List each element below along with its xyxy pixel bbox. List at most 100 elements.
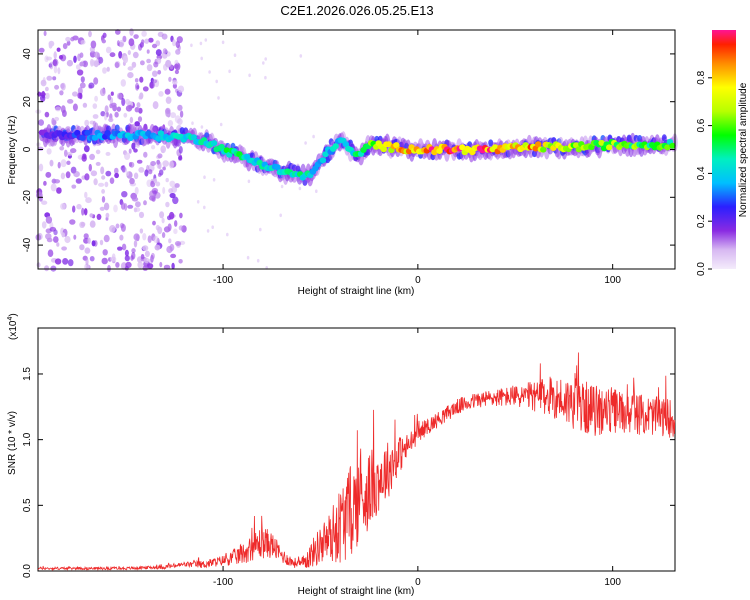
spectrogram-noise-blob: [157, 226, 163, 235]
spectrogram-noise-blob: [127, 72, 134, 79]
snr-multiplier-close: ): [8, 313, 19, 316]
spectrogram-noise-blob: [128, 38, 135, 47]
colorbar-tick-label: 0.8: [696, 70, 707, 84]
spectrogram-noise-blob: [53, 51, 57, 60]
spectrogram-noise-blob: [117, 246, 123, 251]
spectrogram-noise-blob: [105, 170, 112, 177]
spectrogram-noise-blob: [150, 254, 154, 263]
spectrogram-ridge-blob: [436, 148, 443, 154]
spectrogram-noise-blob: [75, 178, 82, 184]
spectrogram-noise-blob: [59, 146, 65, 151]
spectrogram-noise-blob: [54, 84, 60, 90]
spectrogram-noise-blob: [169, 243, 175, 252]
spectrogram-noise-blob: [139, 92, 144, 100]
spectrogram-noise-blob: [177, 104, 183, 111]
spectrogram-noise-blob: [128, 148, 132, 154]
spectrogram-noise-blob: [165, 96, 172, 104]
spectrogram-noise-blob: [36, 262, 41, 268]
spectrogram-ridge-blob: [223, 147, 230, 154]
spectrogram-noise-blob: [82, 102, 88, 108]
spectrogram-noise-blob: [142, 86, 149, 92]
spectrogram-noise-blob: [175, 49, 181, 55]
spectrogram-noise-blob: [93, 77, 99, 85]
spectrogram-noise-blob: [62, 109, 67, 117]
spectrogram-speckle: [203, 175, 206, 179]
spectrogram-noise-blob: [169, 160, 174, 169]
spectrogram-speckle: [280, 184, 284, 189]
spectrogram-noise-blob: [131, 61, 137, 68]
spectrogram-noise-blob: [116, 92, 123, 100]
snr-multiplier-exp: 4: [7, 317, 14, 321]
spectrogram-noise-blob: [124, 265, 129, 271]
spectrogram-noise-blob: [179, 212, 183, 219]
spectrogram-noise-blob: [101, 175, 106, 180]
spectrogram-noise-blob: [54, 258, 62, 265]
spectrogram-noise-blob: [99, 88, 106, 97]
spectrogram-noise-blob: [95, 161, 101, 166]
spectrogram-noise-blob: [171, 262, 175, 270]
colorbar-label: Normalized spectral amplitude: [738, 82, 749, 217]
spectrogram-noise-blob: [133, 207, 138, 213]
spectrogram-noise-blob: [109, 52, 116, 58]
spectrogram-noise-blob: [157, 153, 163, 159]
spectrogram-noise-blob: [120, 79, 127, 87]
spectrogram-noise-blob: [41, 221, 47, 229]
spectrogram-noise-blob: [73, 234, 77, 240]
spectrogram-noise-blob: [60, 203, 66, 210]
spectrogram-noise-blob: [107, 94, 112, 101]
colorbar-tick-label: 0.2: [696, 214, 707, 228]
spectrogram-y-tick-label: -20: [22, 190, 33, 205]
spectrogram-noise-blob: [62, 258, 69, 265]
spectrogram-speckle: [264, 75, 267, 80]
spectrogram-noise-blob: [144, 257, 150, 264]
spectrogram-noise-blob: [76, 203, 82, 210]
spectrogram-noise-blob: [89, 50, 96, 58]
spectrogram-noise-blob: [174, 183, 180, 188]
spectrogram-noise-blob: [100, 166, 105, 175]
spectrogram-noise-blob: [127, 204, 134, 209]
figure-title: C2E1.2026.026.05.25.E13: [280, 3, 433, 18]
spectrogram-noise-blob: [105, 46, 112, 54]
spectrogram-noise-blob: [84, 173, 90, 181]
spectrogram-x-ticks: -100 0 100: [213, 30, 621, 286]
spectrogram-ridge-blob: [535, 141, 542, 148]
spectrogram-noise-blob: [45, 86, 49, 92]
spectrogram-noise-blob: [162, 48, 168, 55]
spectrogram-ridge-blob: [210, 140, 218, 147]
spectrogram-noise-blob: [89, 220, 96, 228]
spectrogram-noise-blob: [38, 119, 44, 126]
spectrogram-noise-blob: [147, 235, 152, 243]
spectrogram-noise-blob: [129, 177, 135, 185]
spectrogram-noise-blob: [172, 39, 176, 47]
spectrogram-noise-blob: [76, 69, 84, 76]
spectrogram-noise-blob: [163, 264, 171, 270]
spectrogram-ridge-blob: [319, 157, 327, 164]
spectrogram-noise-blob: [138, 211, 145, 219]
spectrogram-speckle: [299, 54, 303, 58]
spectrogram-noise-blob: [131, 142, 136, 150]
spectrogram-noise-blob: [62, 43, 68, 50]
spectrogram-noise-blob: [102, 32, 107, 38]
spectrogram-noise-blob: [119, 234, 124, 241]
spectrogram-noise-blob: [49, 226, 57, 232]
spectrogram-noise-blob: [102, 67, 107, 74]
spectrogram-ridge-blob: [342, 141, 349, 148]
spectrogram-speckle: [315, 189, 318, 193]
spectrogram-noise-blob: [178, 259, 183, 264]
spectrogram-y-ticks: -40 -20 0 20 40: [22, 48, 675, 252]
spectrogram-noise-blob: [150, 161, 157, 166]
spectrogram-noise-blob: [93, 178, 98, 186]
svg-text:(x104): (x104): [7, 313, 19, 340]
spectrogram-noise-blob: [114, 111, 119, 118]
spectrogram-noise-blob: [115, 223, 120, 229]
spectrogram-ridge-blob: [190, 134, 197, 141]
colorbar-ticks: 0.0 0.2 0.4 0.6 0.8: [696, 70, 712, 276]
spectrogram-noise-blob: [151, 187, 159, 194]
colorbar: 0.0 0.2 0.4 0.6 0.8 Normalized spectral ampl…: [696, 30, 749, 276]
spectrogram-noise-blob: [65, 36, 71, 42]
spectrogram-y-tick-label: 20: [22, 96, 33, 108]
spectrogram-noise-blob: [159, 261, 163, 268]
spectrogram-noise-blob: [101, 189, 105, 194]
spectrogram-noise-blob: [53, 179, 61, 184]
spectrogram-noise-blob: [174, 69, 179, 75]
